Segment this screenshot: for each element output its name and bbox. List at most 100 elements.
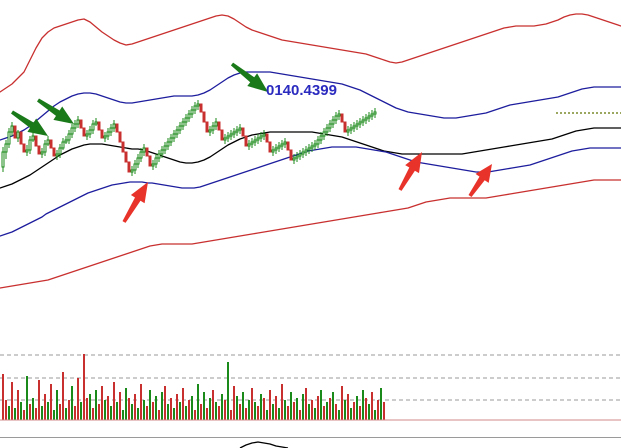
volume-bar (344, 400, 346, 420)
candle-body (82, 127, 86, 137)
signal-arrows (11, 62, 492, 223)
volume-bar (263, 398, 265, 420)
volume-bar (164, 386, 166, 420)
volume-bar (353, 402, 355, 420)
volume-bar (194, 410, 196, 420)
candle-body (337, 113, 341, 117)
candle-body (118, 131, 122, 143)
candle-body (13, 125, 17, 139)
candle-body (340, 113, 344, 123)
volume-bar (47, 402, 49, 420)
candle-body (298, 153, 302, 157)
candle-body (130, 169, 134, 173)
candle-body (277, 145, 281, 149)
volume-bar (110, 406, 112, 420)
volume-bar (362, 390, 364, 420)
volume-bar (35, 408, 37, 420)
candle-body (256, 137, 260, 141)
volume-bar (380, 388, 382, 420)
candle-body (301, 151, 305, 155)
candle-body (241, 127, 245, 137)
volume-bar (350, 408, 352, 420)
volume-bar (107, 396, 109, 420)
volume-bar (236, 396, 238, 420)
candle-body (220, 129, 224, 141)
price-chart-panel[interactable] (0, 0, 621, 330)
volume-bar (182, 388, 184, 420)
candle-body (331, 119, 335, 125)
candle-body (265, 133, 269, 143)
candle-body (328, 123, 332, 129)
current-price-label: 0140.4399 (266, 82, 337, 99)
volume-bar (341, 386, 343, 420)
volume-bar (311, 400, 313, 420)
candle-body (280, 143, 284, 147)
candle-body (283, 141, 287, 145)
volume-bar (374, 410, 376, 420)
volume-bar (104, 400, 106, 420)
volume-bar (197, 384, 199, 420)
volume-bar (203, 392, 205, 420)
volume-bar (371, 392, 373, 420)
volume-bar (2, 374, 4, 420)
upper-outer-band (0, 13, 621, 93)
candle-body (325, 127, 329, 133)
candle-body (355, 123, 359, 127)
candle-body (367, 115, 371, 119)
volume-bar (230, 410, 232, 420)
candle-body (124, 151, 128, 163)
volume-bar (191, 396, 193, 420)
volume-bar (245, 408, 247, 420)
volume-bar (275, 396, 277, 420)
candle-body (232, 131, 236, 135)
candle-body (145, 147, 149, 157)
volume-bar (65, 408, 67, 420)
volume-bar (185, 406, 187, 420)
volume-bar (131, 404, 133, 420)
candle-body (268, 141, 272, 153)
volume-bar (212, 390, 214, 420)
candle-body (58, 147, 62, 155)
candle-body (373, 111, 377, 115)
volume-bar (116, 402, 118, 420)
candle-body (196, 103, 200, 107)
candle-body (370, 113, 374, 117)
volume-bar (326, 402, 328, 420)
volume-bar (119, 392, 121, 420)
candle-body (52, 147, 56, 157)
volume-bar (80, 402, 82, 420)
candle-body (136, 157, 140, 165)
volume-bar (155, 396, 157, 420)
candle-body (184, 117, 188, 123)
candle-body (250, 141, 254, 145)
candle-body (157, 153, 161, 159)
volume-bar (218, 406, 220, 420)
candle-body (55, 153, 59, 157)
sell-arrow-2 (37, 98, 74, 124)
candle-body (352, 125, 356, 129)
volume-bar (134, 394, 136, 420)
volume-bar (128, 398, 130, 420)
volume-bar (188, 400, 190, 420)
volume-bar (44, 394, 46, 420)
volume-bar (383, 402, 385, 420)
candle-body (271, 149, 275, 153)
volume-bar (29, 404, 31, 420)
volume-bar (278, 408, 280, 420)
candle-body (109, 127, 113, 133)
candle-body (112, 123, 116, 129)
volume-bar-series (2, 354, 385, 420)
candle-body (262, 133, 266, 137)
volume-bar (287, 406, 289, 420)
candle-body (46, 139, 50, 145)
candle-body (190, 109, 194, 115)
volume-chart-panel[interactable] (0, 345, 621, 437)
candle-body (22, 143, 26, 153)
candle-body (88, 129, 92, 135)
candle-body (187, 113, 191, 119)
buy-arrow-3 (468, 164, 492, 197)
candle-body (61, 141, 65, 149)
volume-bar (284, 400, 286, 420)
volume-bar (314, 408, 316, 420)
candle-body (358, 121, 362, 125)
